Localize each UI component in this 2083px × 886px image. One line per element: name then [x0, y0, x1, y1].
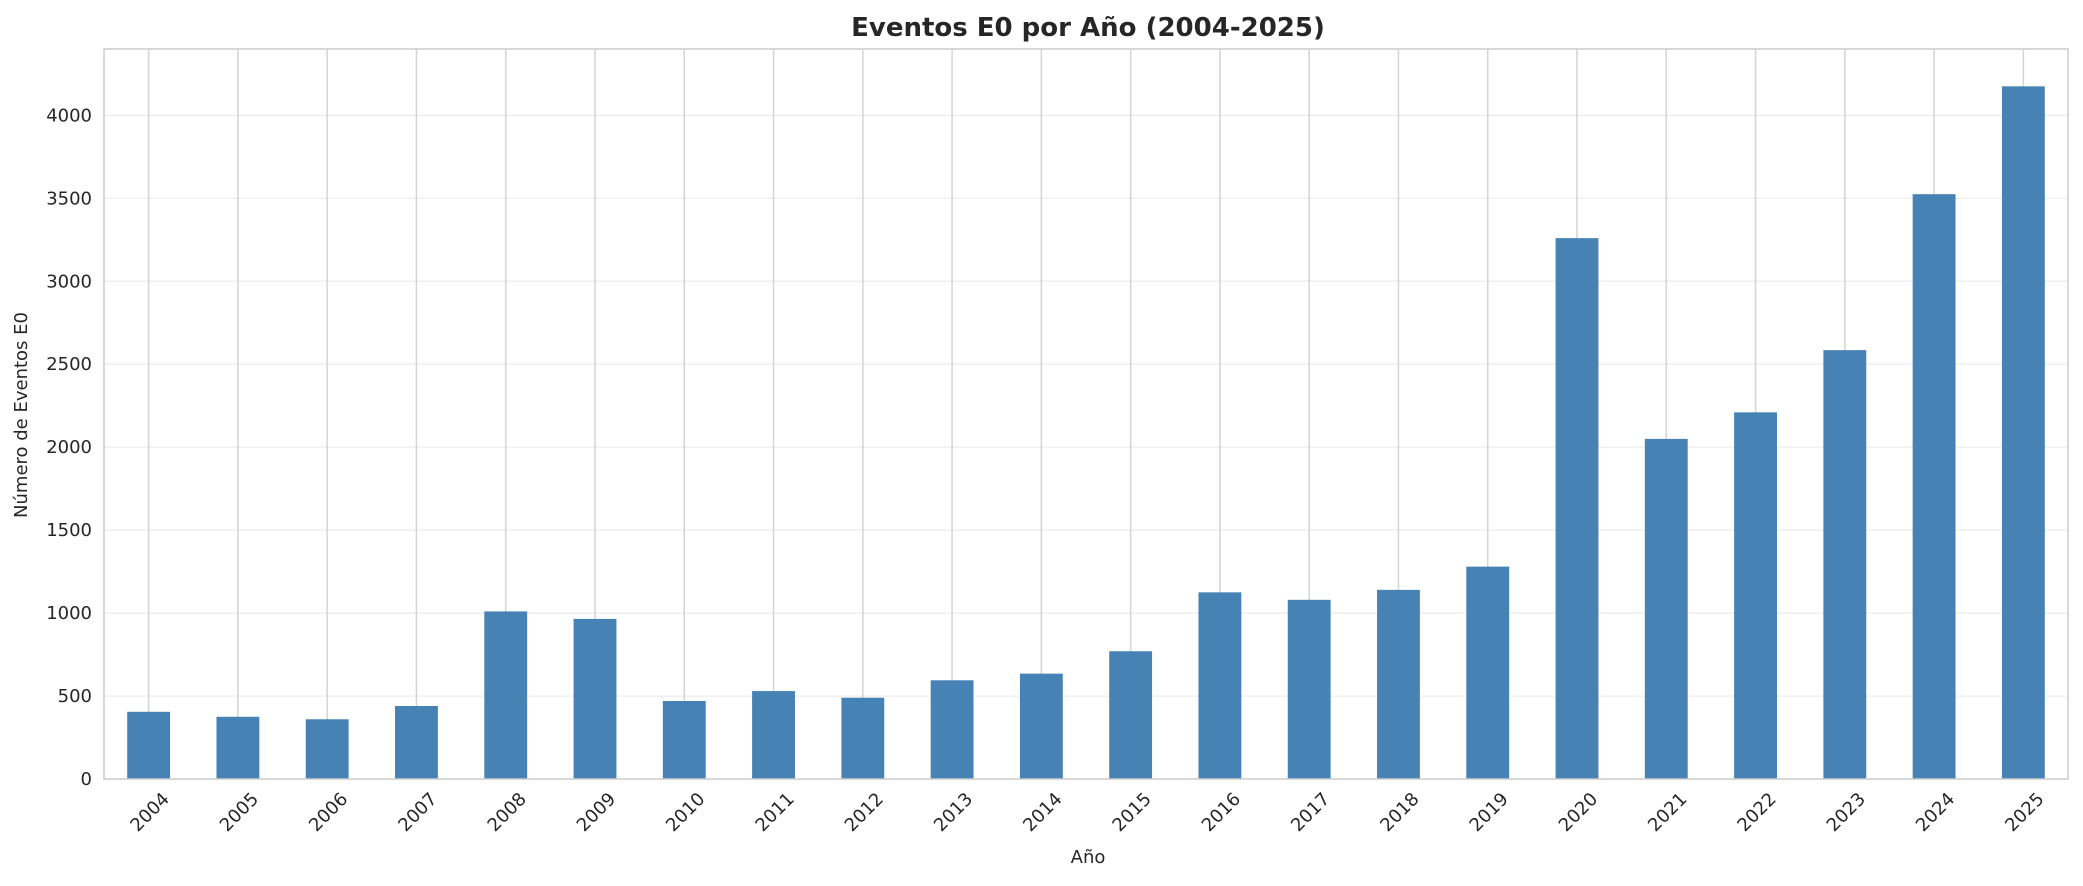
bar-2015 — [1109, 651, 1153, 779]
bar-2019 — [1466, 566, 1510, 779]
x-tick-label: 2020 — [1555, 789, 1602, 836]
x-tick-label: 2015 — [1108, 789, 1155, 836]
bar-2016 — [1198, 592, 1242, 779]
bar-2009 — [573, 618, 617, 779]
bar-2006 — [305, 719, 349, 779]
bars — [127, 86, 2045, 780]
bar-2008 — [484, 611, 528, 779]
y-axis-label: Número de Eventos E0 — [11, 312, 32, 518]
bar-2024 — [1912, 194, 1956, 779]
x-tick-label: 2007 — [394, 789, 441, 836]
bar-2021 — [1644, 438, 1688, 779]
bar-2012 — [841, 697, 885, 779]
bar-2013 — [930, 680, 974, 779]
bar-2010 — [662, 701, 706, 779]
x-tick-label: 2005 — [216, 789, 263, 836]
bar-2014 — [1019, 673, 1063, 779]
bar-2018 — [1377, 589, 1420, 779]
x-tick-label: 2022 — [1733, 789, 1780, 836]
x-tick-label: 2011 — [751, 789, 798, 836]
x-tick-label: 2017 — [1287, 789, 1334, 836]
x-tick-label: 2019 — [1466, 789, 1513, 836]
x-tick-label: 2024 — [1912, 789, 1959, 836]
x-tick-label: 2016 — [1198, 789, 1245, 836]
chart-title: Eventos E0 por Año (2004-2025) — [851, 13, 1325, 43]
y-tick-label: 3000 — [46, 271, 92, 292]
x-tick-label: 2023 — [1823, 789, 1870, 836]
x-axis-label: Año — [1071, 847, 1106, 868]
bar-2004 — [127, 711, 171, 779]
x-tick-label: 2009 — [573, 789, 620, 836]
y-tick-label: 3500 — [46, 188, 92, 209]
bar-2022 — [1734, 412, 1777, 779]
bar-2007 — [395, 706, 438, 779]
bar-2020 — [1555, 238, 1599, 780]
y-tick-label: 500 — [58, 686, 92, 707]
x-tick-label: 2006 — [305, 789, 352, 836]
bar-2023 — [1823, 350, 1867, 779]
x-tick-label: 2008 — [484, 789, 531, 836]
x-tick-label: 2012 — [841, 789, 888, 836]
bar-2011 — [752, 691, 795, 779]
y-tick-label: 1000 — [46, 603, 92, 624]
bar-2025 — [2001, 86, 2045, 780]
y-tick-label: 2500 — [46, 354, 92, 375]
y-tick-label: 4000 — [46, 105, 92, 126]
x-tick-label: 2018 — [1376, 789, 1423, 836]
x-tick-label: 2021 — [1644, 789, 1691, 836]
x-tick-label: 2010 — [662, 789, 709, 836]
bar-2005 — [216, 716, 260, 779]
bar-2017 — [1287, 599, 1331, 779]
x-tick-label: 2004 — [126, 789, 173, 836]
x-tick-label: 2025 — [2001, 789, 2048, 836]
y-tick-label: 0 — [81, 769, 92, 790]
y-tick-label: 2000 — [46, 437, 92, 458]
x-tick-label: 2014 — [1019, 789, 1066, 836]
x-tick-label: 2013 — [930, 789, 977, 836]
y-tick-label: 1500 — [46, 520, 92, 541]
plot-frame — [103, 48, 2069, 780]
